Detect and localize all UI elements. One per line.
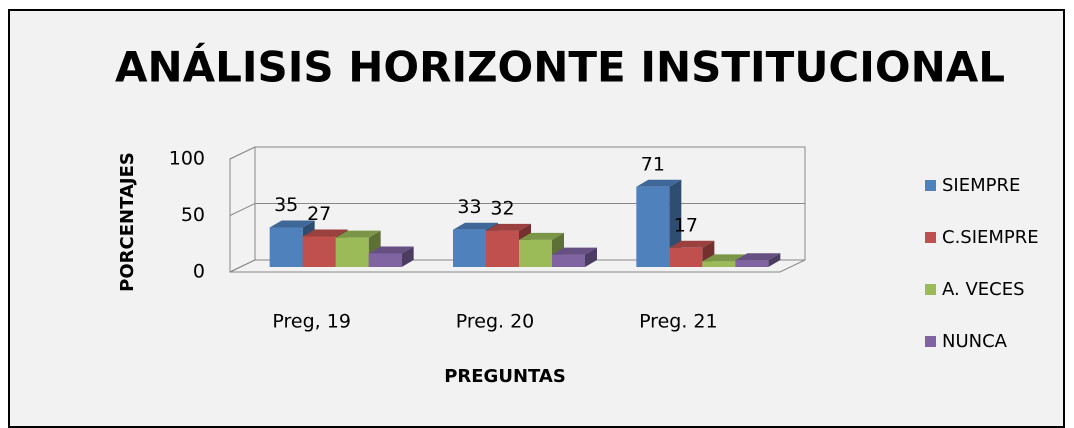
- bar-side: [585, 247, 597, 267]
- bar: [735, 260, 769, 267]
- bar: [552, 254, 585, 267]
- grid-line: [229, 146, 805, 160]
- bar-top: [302, 229, 348, 237]
- bar: [486, 230, 519, 267]
- bar-top: [486, 223, 531, 231]
- y-tick-label: 100: [169, 148, 205, 170]
- bar: [335, 237, 369, 267]
- legend-swatch: [925, 180, 936, 191]
- bar-top: [368, 246, 414, 254]
- x-tick-label: Preg, 19: [272, 311, 351, 333]
- x-tick-label: Preg. 21: [639, 311, 718, 333]
- bar: [368, 253, 402, 267]
- bar-side: [768, 253, 781, 267]
- bar-top: [453, 222, 498, 230]
- y-tick-label: 50: [181, 204, 205, 226]
- data-label: 27: [307, 203, 331, 225]
- y-tick-label: 0: [193, 261, 205, 283]
- bar-top: [552, 247, 597, 255]
- bar-side: [401, 246, 414, 267]
- bar: [302, 236, 336, 267]
- bar-top: [702, 254, 748, 262]
- bar: [519, 239, 552, 267]
- grid-line: [229, 203, 805, 216]
- data-label: 17: [674, 214, 698, 236]
- x-tick-label: Preg. 20: [456, 311, 535, 333]
- data-label: 32: [490, 197, 514, 219]
- chart-title: ANÁLISIS HORIZONTE INSTITUCIONAL: [115, 42, 1005, 92]
- legend-label: A. VECES: [942, 279, 1025, 300]
- legend-swatch: [925, 336, 936, 347]
- data-label: 71: [641, 153, 665, 175]
- bar-top: [735, 253, 781, 261]
- bar: [669, 247, 703, 267]
- bar: [269, 227, 303, 267]
- grid-line: [229, 259, 805, 273]
- data-label: 33: [457, 196, 481, 218]
- legend-label: NUNCA: [942, 331, 1008, 352]
- bar-top: [636, 179, 682, 187]
- y-axis-title: PORCENTAJES: [117, 152, 138, 292]
- bar: [702, 261, 736, 267]
- bar: [453, 229, 486, 267]
- bar-top: [519, 232, 564, 240]
- data-label: 35: [274, 194, 298, 216]
- bar: [636, 186, 670, 267]
- x-axis-title: PREGUNTAS: [444, 366, 566, 387]
- bar-top: [335, 230, 381, 238]
- legend-swatch: [925, 232, 936, 243]
- legend-label: SIEMPRE: [942, 175, 1020, 196]
- legend-swatch: [925, 284, 936, 295]
- bar-top: [669, 240, 715, 248]
- bar-top: [269, 220, 315, 228]
- legend-label: C.SIEMPRE: [942, 227, 1039, 248]
